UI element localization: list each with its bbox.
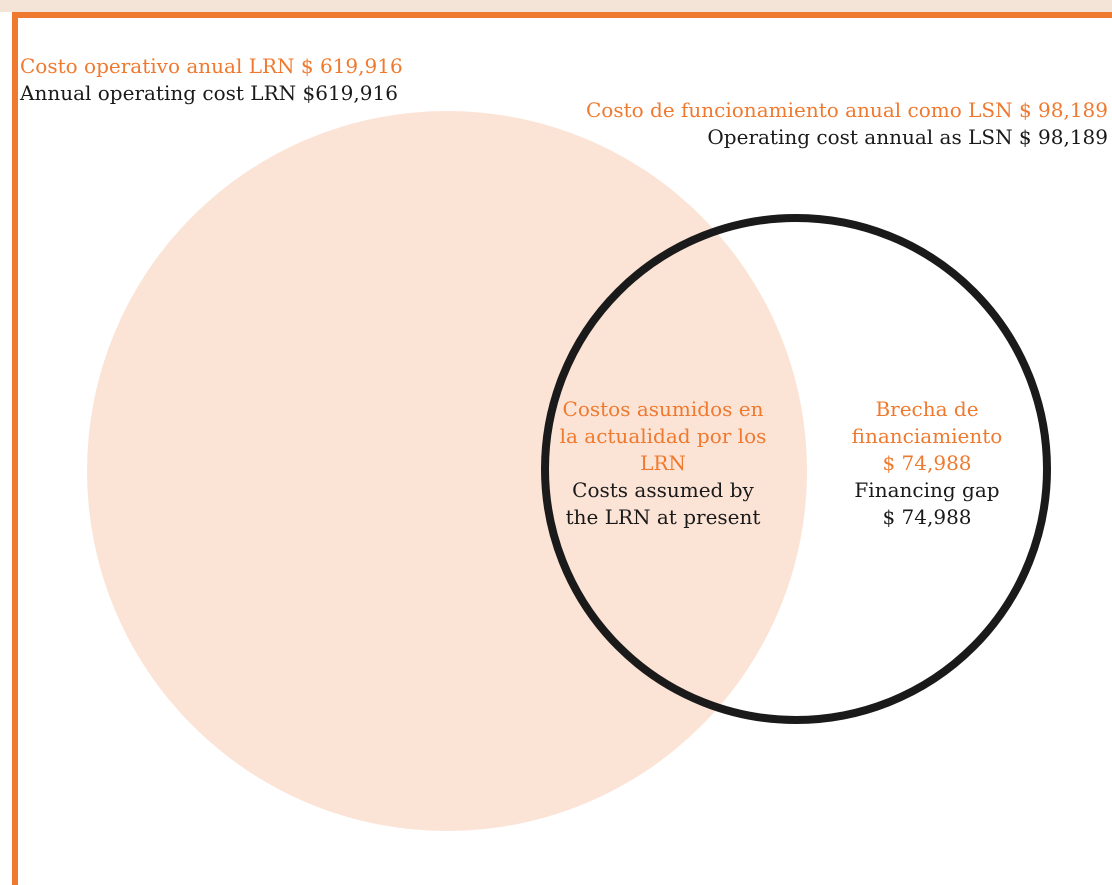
left-margin (0, 12, 12, 885)
overlap-es-line: LRN (640, 451, 686, 475)
financing-gap-text: Brecha de financiamiento $ 74,988 Financ… (832, 396, 1022, 531)
gap-es-line: financiamiento (851, 424, 1003, 448)
overlap-en-line: Costs assumed by (572, 478, 754, 502)
lrn-label-en: Annual operating cost LRN $619,916 (20, 81, 398, 105)
lsn-label-es: Costo de funcionamiento anual como LSN $… (585, 98, 1108, 122)
gap-en-line: Financing gap (854, 478, 1000, 502)
gap-en-line: $ 74,988 (882, 505, 972, 529)
gap-es-line: Brecha de (875, 397, 979, 421)
top-band (0, 0, 1112, 12)
overlap-es-line: Costos asumidos en (562, 397, 764, 421)
lsn-label-en: Operating cost annual as LSN $ 98,189 (707, 125, 1108, 149)
lsn-circle (541, 214, 1051, 724)
overlap-en-line: the LRN at present (565, 505, 761, 529)
overlap-es-line: la actualidad por los (559, 424, 767, 448)
gap-es-line: $ 74,988 (882, 451, 972, 475)
top-accent-rule (0, 12, 1112, 18)
lrn-label-es: Costo operativo anual LRN $ 619,916 (20, 54, 403, 78)
overlap-text: Costos asumidos en la actualidad por los… (548, 396, 778, 531)
left-accent-rule (12, 12, 18, 885)
